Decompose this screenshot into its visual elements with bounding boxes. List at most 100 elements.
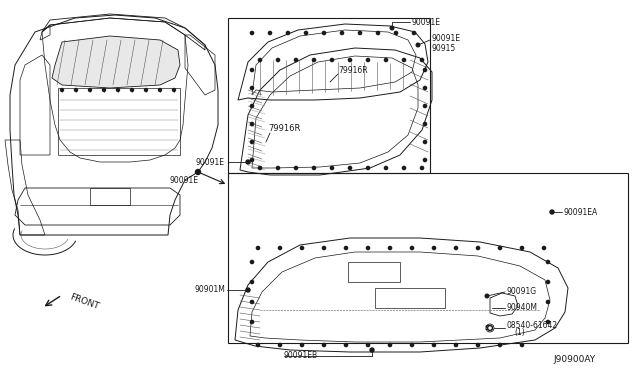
Circle shape: [547, 280, 550, 283]
Text: 90091G: 90091G: [507, 288, 537, 296]
Circle shape: [268, 31, 271, 35]
Text: FRONT: FRONT: [68, 292, 100, 311]
Circle shape: [61, 89, 63, 92]
Circle shape: [88, 89, 92, 92]
Circle shape: [366, 246, 370, 250]
Circle shape: [394, 31, 397, 35]
Circle shape: [390, 26, 394, 30]
Circle shape: [376, 31, 380, 35]
Text: (1): (1): [514, 328, 525, 337]
Circle shape: [250, 320, 253, 324]
Text: 90091E: 90091E: [196, 157, 225, 167]
Circle shape: [412, 31, 415, 35]
Circle shape: [410, 246, 413, 250]
Text: 08540-61642: 08540-61642: [507, 321, 558, 330]
Circle shape: [433, 343, 436, 347]
Text: 79916R: 79916R: [338, 65, 367, 74]
Circle shape: [195, 170, 200, 174]
Circle shape: [250, 105, 253, 108]
Circle shape: [250, 31, 253, 35]
Circle shape: [300, 246, 303, 250]
Circle shape: [250, 122, 253, 126]
Circle shape: [542, 246, 545, 250]
Circle shape: [278, 246, 282, 250]
Circle shape: [259, 58, 262, 62]
Circle shape: [305, 31, 308, 35]
Text: 90091E: 90091E: [169, 176, 198, 185]
Circle shape: [312, 166, 316, 170]
Circle shape: [547, 260, 550, 264]
Circle shape: [454, 343, 458, 347]
Text: 90091E: 90091E: [432, 33, 461, 42]
Circle shape: [366, 58, 370, 62]
Circle shape: [547, 320, 550, 324]
Circle shape: [388, 343, 392, 347]
Text: S: S: [484, 325, 490, 331]
Circle shape: [499, 246, 502, 250]
Text: 90091EA: 90091EA: [564, 208, 598, 217]
Bar: [228, 18, 430, 173]
Circle shape: [250, 301, 253, 304]
Text: J90900AY: J90900AY: [554, 356, 596, 365]
Circle shape: [370, 348, 374, 352]
Circle shape: [278, 343, 282, 347]
Circle shape: [385, 166, 388, 170]
Circle shape: [424, 140, 427, 144]
Circle shape: [259, 166, 262, 170]
Text: 90091EB: 90091EB: [284, 352, 318, 360]
Circle shape: [250, 86, 253, 90]
Circle shape: [145, 89, 147, 92]
Circle shape: [454, 246, 458, 250]
Circle shape: [424, 158, 427, 161]
Circle shape: [433, 246, 436, 250]
Circle shape: [388, 246, 392, 250]
Circle shape: [250, 158, 253, 161]
Circle shape: [250, 260, 253, 264]
Circle shape: [246, 160, 250, 164]
Polygon shape: [52, 36, 180, 88]
Circle shape: [416, 43, 420, 47]
Circle shape: [499, 343, 502, 347]
Bar: [228, 173, 628, 343]
Circle shape: [550, 210, 554, 214]
Circle shape: [286, 31, 289, 35]
Circle shape: [344, 246, 348, 250]
Text: 90940M: 90940M: [507, 304, 538, 312]
Circle shape: [488, 326, 493, 330]
Circle shape: [358, 31, 362, 35]
Circle shape: [250, 68, 253, 71]
Circle shape: [366, 166, 370, 170]
Circle shape: [323, 343, 326, 347]
Circle shape: [520, 246, 524, 250]
Circle shape: [403, 58, 406, 62]
Circle shape: [520, 343, 524, 347]
Circle shape: [476, 246, 479, 250]
Circle shape: [276, 58, 280, 62]
Circle shape: [116, 89, 120, 92]
Circle shape: [246, 288, 250, 292]
Circle shape: [489, 327, 491, 329]
Circle shape: [257, 246, 260, 250]
Circle shape: [340, 31, 344, 35]
Circle shape: [74, 89, 77, 92]
Circle shape: [385, 58, 388, 62]
Circle shape: [410, 343, 413, 347]
Circle shape: [323, 31, 326, 35]
Circle shape: [348, 166, 351, 170]
Circle shape: [250, 280, 253, 283]
Circle shape: [420, 166, 424, 170]
Circle shape: [250, 140, 253, 144]
Circle shape: [485, 294, 489, 298]
Circle shape: [424, 105, 427, 108]
Text: 90901M: 90901M: [194, 285, 225, 295]
Circle shape: [403, 166, 406, 170]
Circle shape: [312, 58, 316, 62]
Circle shape: [424, 68, 427, 71]
Circle shape: [257, 343, 260, 347]
Circle shape: [547, 301, 550, 304]
Circle shape: [173, 89, 175, 92]
Circle shape: [131, 89, 134, 92]
Circle shape: [424, 122, 427, 126]
Circle shape: [366, 343, 370, 347]
Circle shape: [476, 343, 479, 347]
